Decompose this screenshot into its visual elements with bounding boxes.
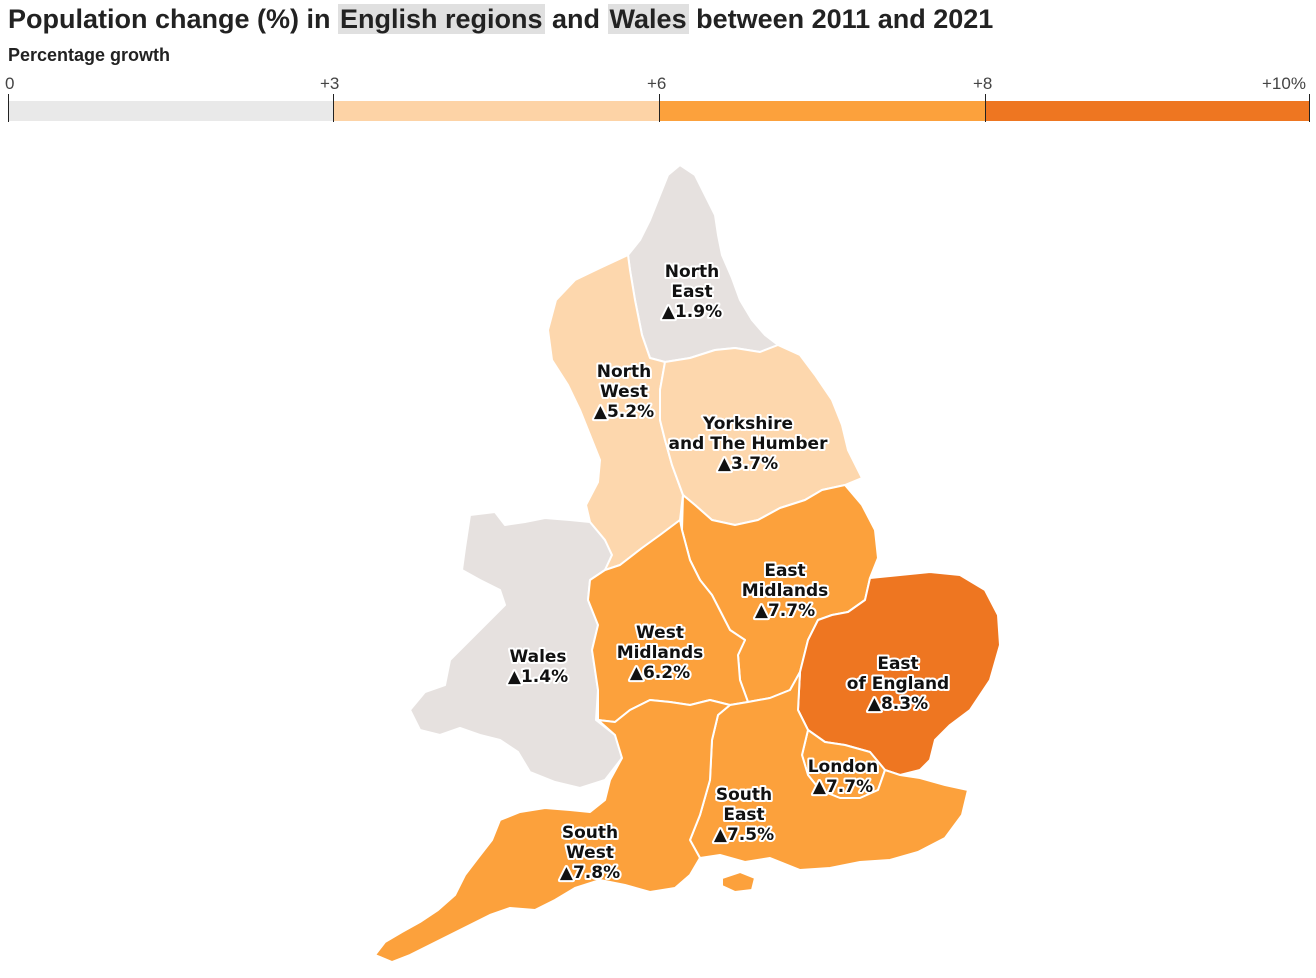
region-name: North <box>597 362 652 382</box>
chart-title: Population change (%) in English regions… <box>8 4 993 35</box>
legend-tick-mark <box>333 94 334 122</box>
legend-tick-mark <box>985 94 986 122</box>
region-south-east-isle-of-wight[interactable] <box>721 871 756 893</box>
legend-tick-mark <box>1309 94 1310 122</box>
legend-tick-mark <box>659 94 660 122</box>
region-name: South <box>562 823 618 843</box>
region-value: ▲5.2% <box>594 402 654 422</box>
region-name: London <box>808 757 879 777</box>
region-name: Midlands <box>617 643 704 663</box>
region-value: ▲7.8% <box>560 863 620 883</box>
region-name: East <box>723 805 764 825</box>
region-name: Yorkshire <box>702 414 793 434</box>
region-value: ▲7.5% <box>714 825 774 845</box>
region-name: of England <box>847 674 949 694</box>
region-south-west[interactable] <box>374 699 731 963</box>
wales-label: Wales ▲1.4% <box>506 645 570 689</box>
region-value: ▲7.7% <box>755 601 815 621</box>
region-value: ▲8.3% <box>868 694 928 714</box>
region-name: North <box>665 262 720 282</box>
west-midlands-label: West Midlands ▲6.2% <box>615 621 706 685</box>
title-highlight-wales: Wales <box>607 4 689 34</box>
title-highlight-english-regions: English regions <box>338 4 545 34</box>
south-west-label: South West ▲7.8% <box>558 821 622 885</box>
title-part-3: between 2011 and 2021 <box>688 4 994 34</box>
region-name: West <box>600 382 648 402</box>
legend-bin-6-8 <box>659 101 985 121</box>
region-name: East <box>764 561 805 581</box>
yorkshire-label: Yorkshire and The Humber ▲3.7% <box>667 412 831 476</box>
region-value: ▲1.9% <box>662 302 722 322</box>
legend-tick-label: +10% <box>1262 74 1306 93</box>
region-east-of-england[interactable] <box>797 571 1001 776</box>
south-east-label: South East ▲7.5% <box>712 783 776 847</box>
region-value: ▲6.2% <box>630 663 690 683</box>
legend-tick-label: +6 <box>647 74 667 93</box>
legend-title: Percentage growth <box>8 45 171 65</box>
region-value: ▲1.4% <box>508 667 568 687</box>
east-of-england-label: East of England ▲8.3% <box>845 652 951 716</box>
london-label: London ▲7.7% <box>806 755 881 799</box>
legend-tick-label: 0 <box>5 74 15 93</box>
east-midlands-label: East Midlands ▲7.7% <box>740 559 831 623</box>
legend-tick-label: +3 <box>320 74 340 93</box>
region-name: West <box>636 623 684 643</box>
north-east-label: North East ▲1.9% <box>660 260 724 324</box>
legend-tick-label: +8 <box>973 74 993 93</box>
legend-bin-0-3 <box>8 101 333 121</box>
region-value: ▲7.7% <box>813 777 873 797</box>
region-value: ▲3.7% <box>718 454 778 474</box>
title-part-1: Population change (%) in <box>8 4 338 34</box>
region-name: East <box>671 282 712 302</box>
legend-bin-3-6 <box>333 101 659 121</box>
region-name: South <box>716 785 772 805</box>
north-west-label: North West ▲5.2% <box>592 360 656 424</box>
region-name: and The Humber <box>669 434 829 454</box>
region-name: Wales <box>509 647 566 667</box>
region-name: West <box>566 843 614 863</box>
legend-tick-mark <box>8 94 9 122</box>
title-part-2: and <box>544 4 608 34</box>
region-name: Midlands <box>742 581 829 601</box>
region-name: East <box>877 654 918 674</box>
legend-bin-8-10 <box>985 101 1310 121</box>
